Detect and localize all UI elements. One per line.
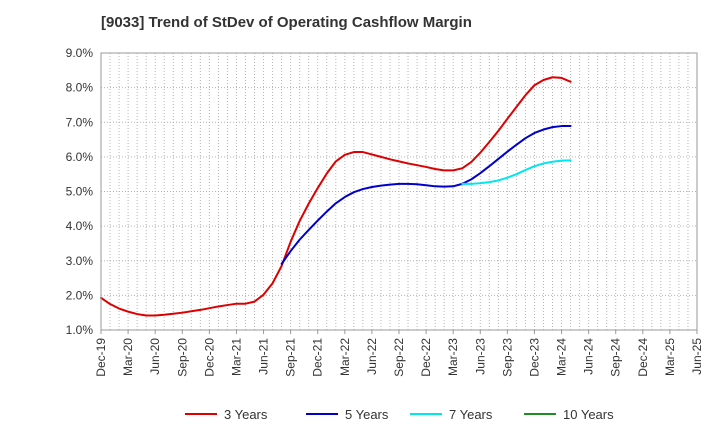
y-tick-label: 6.0%: [66, 150, 94, 164]
series-line-3-years: [100, 76, 572, 317]
x-tick-label: Mar-20: [121, 338, 135, 376]
x-tick-label: Jun-24: [582, 338, 596, 375]
y-tick-label: 4.0%: [66, 219, 94, 233]
x-tick-label: Dec-24: [636, 338, 650, 377]
x-tick-label: Sep-23: [500, 338, 514, 377]
legend-label: 10 Years: [563, 407, 614, 422]
x-tick-label: Dec-21: [311, 338, 325, 377]
series-layer: [100, 76, 572, 317]
x-tick-label: Mar-24: [555, 338, 569, 376]
x-tick-label: Mar-23: [446, 338, 460, 376]
y-tick-label: 7.0%: [66, 115, 94, 129]
x-tick-label: Mar-22: [338, 338, 352, 376]
x-tick-label: Sep-22: [392, 338, 406, 377]
legend: 3 Years 5 Years 7 Years 10 Years: [185, 407, 614, 422]
y-tick-label: 8.0%: [66, 81, 94, 95]
series-line-5-years: [280, 125, 572, 265]
y-tick-label: 9.0%: [66, 46, 94, 60]
legend-label: 3 Years: [224, 407, 268, 422]
x-tick-label: Mar-25: [663, 338, 677, 376]
legend-label: 7 Years: [449, 407, 493, 422]
x-tick-label: Jun-21: [257, 338, 271, 375]
x-tick-label: Dec-19: [94, 338, 108, 377]
x-tick-label: Sep-21: [284, 338, 298, 377]
y-tick-label: 2.0%: [66, 288, 94, 302]
legend-label: 5 Years: [345, 407, 389, 422]
chart-title: [9033] Trend of StDev of Operating Cashf…: [101, 14, 472, 31]
series-line-7-years: [461, 159, 572, 185]
x-tick-label: Dec-22: [419, 338, 433, 377]
x-tick-label: Sep-24: [609, 338, 623, 377]
y-tick-label: 5.0%: [66, 185, 94, 199]
x-tick-label: Dec-23: [527, 338, 541, 377]
x-tick-label: Jun-25: [690, 338, 704, 375]
y-axis: 1.0% 2.0% 3.0% 4.0% 5.0% 6.0% 7.0% 8.0% 9.0%: [66, 46, 94, 337]
x-axis: Dec-19 Mar-20 Jun-20 Sep-20 Dec-20 Mar-21 Jun-…: [94, 330, 704, 377]
x-tick-label: Mar-21: [229, 338, 243, 376]
x-tick-label: Jun-23: [473, 338, 487, 375]
x-tick-label: Sep-20: [175, 338, 189, 377]
x-tick-label: Jun-20: [148, 338, 162, 375]
y-tick-label: 3.0%: [66, 254, 94, 268]
x-tick-label: Dec-20: [202, 338, 216, 377]
y-tick-label: 1.0%: [66, 323, 94, 337]
x-tick-label: Jun-22: [365, 338, 379, 375]
